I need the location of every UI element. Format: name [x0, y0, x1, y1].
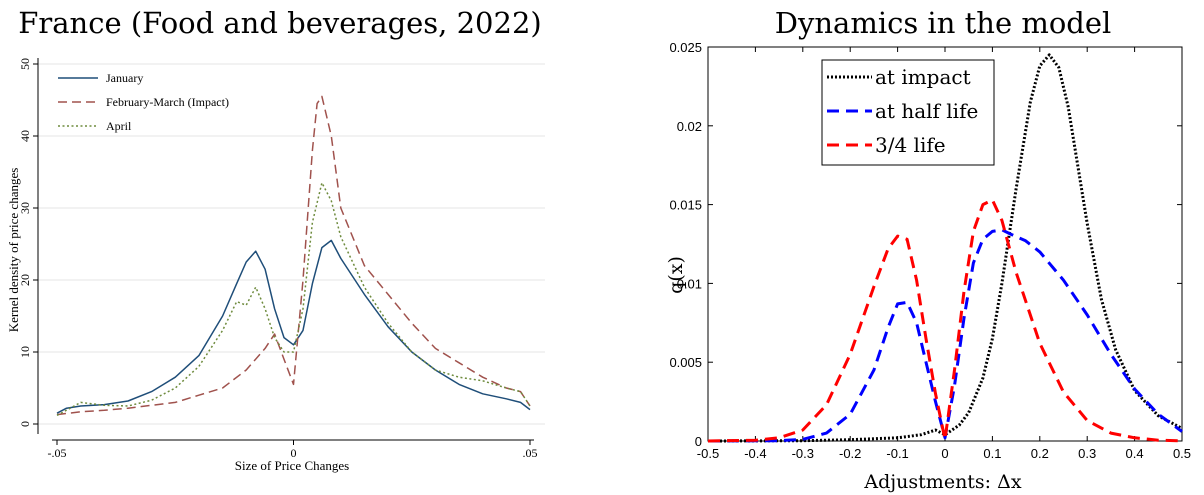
- right-chart-series: [707, 53, 1183, 443]
- right-x-tick-label: 0.5: [1173, 446, 1191, 461]
- left-y-tick-label: 0: [18, 421, 32, 427]
- left-y-tick-label: 40: [18, 130, 32, 142]
- left-chart-grid: [38, 63, 545, 425]
- right-x-tick-label: 0.1: [983, 446, 1001, 461]
- right-x-tick-label: 0.4: [1126, 446, 1144, 461]
- right-y-tick-label: 0: [695, 434, 702, 449]
- right-x-tick-label: -0.3: [792, 446, 814, 461]
- right-x-tick-label: -0.5: [697, 446, 719, 461]
- left-chart-ylabel: Kernel density of price changes: [6, 168, 21, 333]
- right-x-tick-label: 0.3: [1078, 446, 1096, 461]
- right-series-line-3: [707, 198, 1183, 443]
- left-x-tick-label: .05: [523, 446, 538, 460]
- left-series-line-2: [56, 95, 531, 416]
- left-series-line-1: [56, 239, 531, 414]
- right-y-tick-label: 0.01: [677, 276, 702, 291]
- right-x-tick-label: -0.4: [744, 446, 766, 461]
- right-legend-label: at half life: [875, 99, 978, 123]
- left-chart-legend: January February-March (Impact) April: [58, 71, 229, 133]
- left-chart-title: France (Food and beverages, 2022): [18, 6, 541, 40]
- right-x-tick-label: 0.2: [1031, 446, 1049, 461]
- left-chart-axes: 0 10 20 30 40 50 -.05 0 .05: [18, 58, 538, 460]
- left-chart: France (Food and beverages, 2022) 0 10 20 3…: [6, 6, 545, 473]
- left-y-tick-label: 20: [18, 274, 32, 286]
- left-y-tick-label: 30: [18, 202, 32, 214]
- left-chart-series: [56, 95, 531, 417]
- right-series-line-1: [707, 53, 1183, 443]
- right-chart: Dynamics in the model -0.5 -0.4 -0.3 -0.2 -0…: [665, 6, 1191, 493]
- left-legend-label: April: [106, 119, 132, 133]
- right-x-tick-label: 0: [941, 446, 948, 461]
- left-legend-label: January: [106, 71, 143, 85]
- right-x-tick-label: -0.2: [839, 446, 861, 461]
- right-chart-title: Dynamics in the model: [775, 6, 1112, 40]
- left-y-tick-label: 10: [18, 346, 32, 358]
- right-chart-axes: -0.5 -0.4 -0.3 -0.2 -0.1 0 0.1 0.2 0.3 0.4 0.5 0 0.0…: [669, 40, 1191, 461]
- right-y-tick-label: 0.025: [669, 40, 702, 55]
- right-legend-label: 3/4 life: [875, 133, 946, 157]
- right-x-tick-label: -0.1: [886, 446, 908, 461]
- right-series-line-2: [707, 228, 1183, 443]
- right-y-tick-label: 0.015: [669, 198, 702, 213]
- left-series-line-3: [56, 182, 531, 417]
- right-chart-xlabel: Adjustments: Δx: [863, 471, 1021, 493]
- right-chart-legend: at impact at half life 3/4 life: [821, 59, 995, 166]
- left-y-tick-label: 50: [18, 58, 32, 70]
- right-chart-ylabel: q(x): [665, 256, 687, 294]
- right-y-tick-label: 0.02: [677, 119, 702, 134]
- left-x-tick-label: -.05: [48, 446, 67, 460]
- right-y-tick-label: 0.005: [669, 355, 702, 370]
- left-legend-label: February-March (Impact): [106, 95, 229, 109]
- right-legend-label: at impact: [875, 65, 971, 89]
- left-x-tick-label: 0: [291, 446, 297, 460]
- left-chart-xlabel: Size of Price Changes: [235, 458, 349, 473]
